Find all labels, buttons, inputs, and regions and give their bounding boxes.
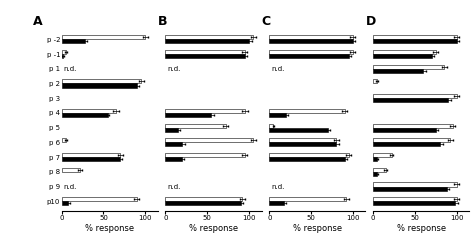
X-axis label: % response: % response xyxy=(85,224,134,233)
Bar xyxy=(165,153,245,157)
Bar xyxy=(373,128,436,132)
Bar xyxy=(373,65,444,69)
Bar xyxy=(269,201,284,205)
Bar xyxy=(373,197,457,201)
Bar xyxy=(373,142,440,147)
Bar xyxy=(62,50,66,54)
Bar xyxy=(165,109,245,113)
Bar xyxy=(165,128,178,132)
Bar xyxy=(165,124,226,128)
Bar xyxy=(269,113,286,117)
Text: B: B xyxy=(158,15,167,28)
Text: n.d.: n.d. xyxy=(64,184,77,189)
Bar xyxy=(373,157,377,161)
Bar xyxy=(373,35,457,39)
Bar xyxy=(165,157,182,161)
Bar xyxy=(373,98,448,102)
X-axis label: % response: % response xyxy=(189,224,238,233)
Bar xyxy=(165,138,253,142)
Bar xyxy=(62,84,137,88)
Bar xyxy=(269,128,328,132)
Text: D: D xyxy=(365,15,376,28)
Bar xyxy=(269,124,273,128)
Bar xyxy=(373,153,392,157)
Bar xyxy=(373,94,457,98)
Bar xyxy=(62,157,120,161)
Bar xyxy=(62,39,85,43)
Bar xyxy=(269,157,345,161)
Text: n.d.: n.d. xyxy=(271,184,284,189)
Bar xyxy=(165,39,249,43)
Bar xyxy=(269,54,349,58)
Bar xyxy=(165,54,245,58)
Bar xyxy=(165,197,242,201)
Bar xyxy=(373,172,377,176)
Bar xyxy=(62,168,80,172)
Bar xyxy=(62,79,141,84)
Bar xyxy=(269,50,353,54)
Bar xyxy=(269,142,336,147)
Bar xyxy=(62,201,68,205)
Bar xyxy=(165,113,211,117)
Bar xyxy=(62,113,108,117)
Bar xyxy=(62,197,137,201)
Bar xyxy=(165,50,245,54)
Bar xyxy=(269,35,353,39)
Text: n.d.: n.d. xyxy=(167,66,181,72)
Bar xyxy=(62,153,120,157)
Bar xyxy=(373,69,423,73)
Bar xyxy=(373,168,386,172)
Text: C: C xyxy=(262,15,271,28)
Bar xyxy=(62,35,145,39)
Bar xyxy=(373,79,377,84)
Bar xyxy=(373,124,453,128)
Bar xyxy=(373,182,457,186)
Bar xyxy=(373,39,457,43)
Bar xyxy=(269,39,353,43)
X-axis label: % response: % response xyxy=(293,224,342,233)
Bar xyxy=(269,197,346,201)
Bar xyxy=(373,201,455,205)
Bar xyxy=(373,54,432,58)
Bar xyxy=(165,35,253,39)
Bar xyxy=(373,50,436,54)
Bar xyxy=(165,201,241,205)
Bar xyxy=(62,54,64,58)
Bar xyxy=(62,109,116,113)
Bar xyxy=(62,138,66,142)
Bar xyxy=(165,142,182,147)
Bar xyxy=(269,153,349,157)
Text: A: A xyxy=(33,15,42,28)
Text: n.d.: n.d. xyxy=(167,184,181,189)
Bar xyxy=(373,138,450,142)
Bar xyxy=(373,186,447,191)
Text: n.d.: n.d. xyxy=(64,66,77,72)
Bar xyxy=(269,138,336,142)
Bar xyxy=(269,109,345,113)
Text: n.d.: n.d. xyxy=(271,66,284,72)
X-axis label: % response: % response xyxy=(397,224,446,233)
